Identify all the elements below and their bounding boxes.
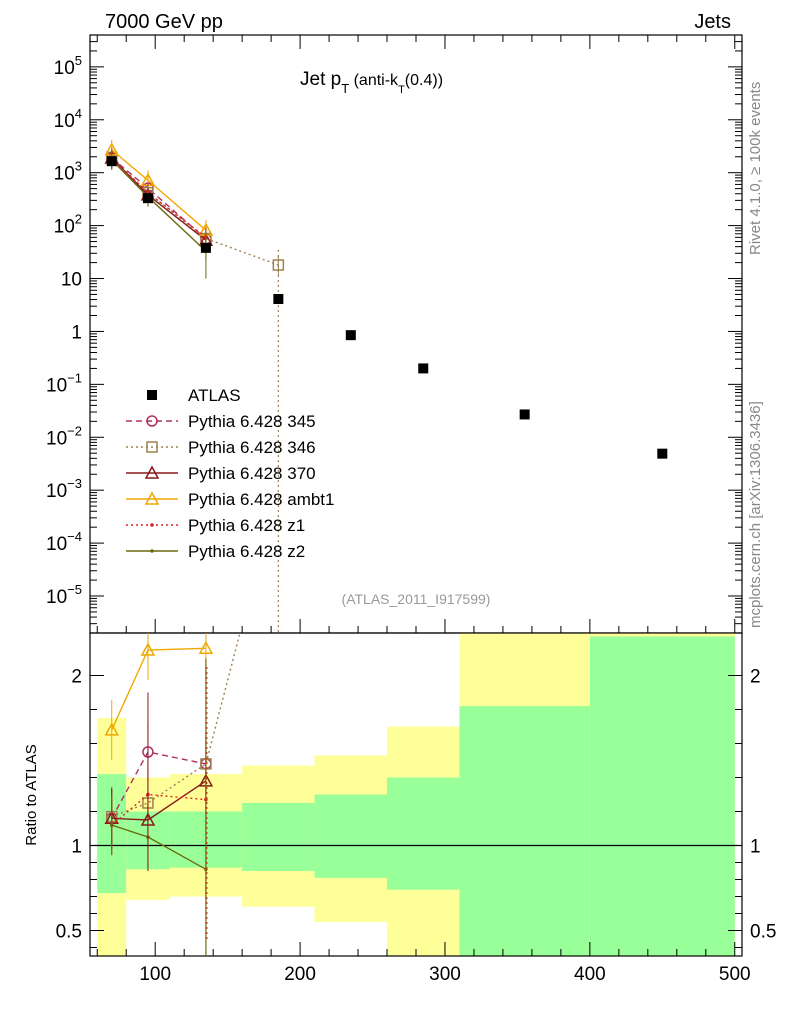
chart-title-sub2: T [398,84,405,96]
series-line-pythia-6-428-346 [111,156,279,266]
y-tick-base: 10 [46,481,67,502]
main-panel: 10−510−410−310−210−1110102103104105ATLAS… [46,34,743,634]
marker-atlas [519,409,530,420]
legend-label: ATLAS [188,386,241,405]
chart-title-mid: (anti-k [349,72,399,89]
y-tick-label: 104 [54,106,82,132]
marker-atlas [106,156,117,167]
marker-pythia-6-428-ambt1 [198,640,214,655]
ratio-ylabel: Ratio to ATLAS [23,744,40,845]
x-tick-label: 200 [284,964,316,985]
y-tick-label: 1 [71,322,82,343]
ratio-series-group [104,633,241,956]
legend-label: Pythia 6.428 z2 [188,542,305,561]
y-tick-label: 102 [54,212,82,238]
ratio-panel: 0.5 0.5 1 1 2 2 100 200 300 400 500 [56,632,776,985]
series-line-pythia-6-428-345 [111,157,207,240]
chart-title-end: (0.4)) [405,72,443,89]
y-tick-label: 10−5 [46,582,82,608]
y-tick-exp: −2 [67,423,82,438]
y-tick-base: 10 [54,58,75,79]
band-green [242,803,315,871]
marker-pythia-6-428-345 [146,415,158,427]
ratio-y-tick-label: 1 [71,837,82,858]
series-line-pythia-6-428-ambt1 [111,149,207,231]
y-tick-exp: −3 [67,476,82,491]
marker-atlas [200,242,211,253]
series-line-pythia-6-428-z2 [111,159,207,252]
legend-label: Pythia 6.428 346 [188,438,316,457]
band-green [589,636,735,956]
ratio-line-pythia-6-428-ambt1 [111,647,206,731]
chart-title-sub1: T [341,81,349,96]
y-tick-base: 10 [46,428,67,449]
x-tick-label: 100 [139,964,171,985]
x-tick-label: 500 [719,964,751,985]
marker-pythia-6-428-z2 [150,549,154,553]
ratio-y-tick-label-right: 1 [750,837,761,858]
header-left: 7000 GeV pp [105,11,223,33]
legend-label: Pythia 6.428 z1 [188,516,305,535]
marker-pythia-6-428-z1 [150,523,154,527]
marker-atlas [273,294,284,305]
y-tick-exp: 2 [75,212,82,227]
analysis-id: (ATLAS_2011_I917599) [342,591,491,607]
ratio-y-tick-label: 0.5 [56,922,82,943]
y-tick-exp: −4 [67,529,82,544]
marker-pythia-6-428-370 [144,465,160,479]
y-tick-exp: −1 [67,370,82,385]
ratio-y-tick-label-right: 2 [750,667,761,688]
legend-label: Pythia 6.428 345 [188,412,316,431]
marker-pythia-6-428-ambt1 [140,642,156,656]
legend-label: Pythia 6.428 370 [188,464,316,483]
band-green [387,777,460,890]
ratio-line-pythia-6-428-z1 [111,793,206,826]
y-tick-base: 10 [54,164,75,185]
ratio-y-tick-label: 2 [71,667,82,688]
y-tick-exp: −5 [67,582,82,597]
y-tick-exp: 4 [75,106,82,121]
series-line-pythia-6-428-z1 [111,158,207,238]
y-tick-base: 10 [54,111,75,132]
ratio-y-tick-label-right: 0.5 [750,922,776,943]
y-tick-base: 10 [54,217,75,238]
y-tick-label: 103 [54,159,82,185]
band-green [459,706,590,956]
chart-title: Jet pT (anti-kT(0.4)) [300,69,443,96]
legend-label: Pythia 6.428 ambt1 [188,490,334,509]
marker-atlas [657,448,668,459]
y-tick-base: 10 [46,375,67,396]
y-tick-label: 10−4 [46,529,82,555]
marker-pythia-6-428-346 [146,441,158,453]
mcplots-label: mcplots.cern.ch [arXiv:1306.3436] [747,401,764,628]
band-green [314,794,388,878]
y-tick-label: 10−1 [46,370,82,396]
marker-atlas [345,330,356,341]
header-right: Jets [694,11,731,33]
y-tick-exp: 5 [75,53,82,68]
marker-atlas [147,390,157,400]
ratio-line-pythia-6-428-346 [111,633,241,818]
marker-atlas [142,193,153,204]
marker-pythia-6-428-ambt1 [104,722,119,736]
marker-pythia-6-428-ambt1 [144,491,160,505]
y-tick-label: 10 [61,270,82,291]
x-tick-label: 400 [574,964,606,985]
chart-title-main: Jet p [300,69,341,90]
marker-pythia-6-428-z2 [109,823,114,827]
y-tick-label: 10−2 [46,423,82,449]
y-tick-base: 10 [46,534,67,555]
y-tick-label: 10−3 [46,476,82,502]
y-tick-label: 105 [54,53,82,79]
marker-atlas [418,363,429,374]
rivet-label: Rivet 4.1.0, ≥ 100k events [747,82,764,255]
y-tick-exp: 3 [75,159,82,174]
x-tick-label: 300 [429,964,461,985]
y-tick-base: 10 [46,587,67,608]
